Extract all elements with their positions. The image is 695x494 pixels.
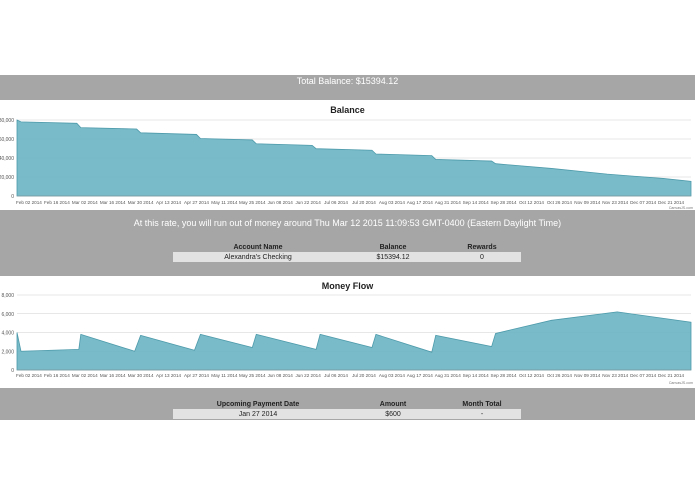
column-header-balance: Balance	[379, 244, 407, 251]
x-tick-label: Feb 02 2014	[16, 200, 42, 205]
x-tick-label: Jul 06 2014	[324, 373, 348, 378]
x-tick-label: Aug 31 2014	[435, 200, 462, 205]
y-tick-label: 2,000	[1, 349, 14, 355]
x-tick-label: Dec 21 2014	[658, 200, 684, 205]
area-series	[16, 119, 692, 197]
payments-table-header-row: Upcoming Payment Date Amount Month Total	[173, 400, 521, 409]
accounts-table: Account Name Balance Rewards Alexandra's…	[173, 243, 521, 262]
x-tick-label: Aug 03 2014	[379, 200, 406, 205]
account-balance-cell: $15394.12	[343, 252, 443, 262]
x-tick-label: May 11 2014	[211, 373, 238, 378]
y-tick-label: 20,000	[0, 175, 14, 181]
accounts-table-header-row: Account Name Balance Rewards	[173, 243, 521, 252]
y-tick-label: 0	[11, 194, 14, 200]
x-tick-label: Oct 26 2014	[547, 373, 572, 378]
x-tick-label: Mar 16 2014	[100, 200, 126, 205]
x-tick-label: Jun 22 2014	[295, 200, 321, 205]
money-flow-chart-panel: Money Flow 0 2,000 4,000 6,000 8,000 Feb 02 2…	[0, 276, 695, 388]
x-tick-label: Jun 08 2014	[268, 373, 294, 378]
x-tick-label: Dec 07 2014	[630, 200, 656, 205]
x-tick-label: Apr 13 2014	[156, 200, 181, 205]
balance-chart-panel: Balance 0 20,000 40,000 60,000 80,000 Feb 02 …	[0, 100, 695, 210]
x-tick-label: Aug 31 2014	[435, 373, 462, 378]
x-tick-label: Jun 22 2014	[295, 373, 321, 378]
x-tick-label: Apr 27 2014	[184, 200, 209, 205]
x-tick-label: Nov 23 2014	[602, 200, 628, 205]
column-header-amount: Amount	[379, 401, 407, 408]
x-tick-label: Mar 02 2014	[72, 200, 98, 205]
y-tick-label: 40,000	[0, 156, 14, 162]
chart-credit-link[interactable]: CanvasJS.com	[669, 381, 693, 385]
x-tick-label: Sep 28 2014	[491, 373, 518, 378]
x-tick-label: Sep 14 2014	[463, 200, 490, 205]
payment-month-total-cell: -	[443, 409, 521, 419]
table-row: Jan 27 2014 $600 -	[173, 409, 521, 419]
total-balance-text: Total Balance: $15394.12	[296, 76, 399, 86]
x-tick-label: Dec 21 2014	[658, 373, 684, 378]
x-tick-label: May 25 2014	[239, 373, 266, 378]
x-tick-label: Oct 12 2014	[519, 200, 544, 205]
x-tick-label: Jul 20 2014	[352, 200, 376, 205]
column-header-rewards: Rewards	[467, 244, 497, 251]
balance-chart: 0 20,000 40,000 60,000 80,000 Feb 02 2014 Feb …	[0, 118, 693, 210]
balance-chart-title: Balance	[330, 105, 365, 115]
y-tick-label: 8,000	[1, 293, 14, 299]
y-tick-label: 60,000	[0, 137, 14, 143]
projection-text: At this rate, you will run out of money …	[133, 218, 562, 228]
area-series	[16, 311, 692, 371]
x-tick-label: Jul 20 2014	[352, 373, 376, 378]
x-tick-label: Dec 07 2014	[630, 373, 656, 378]
x-tick-label: Nov 09 2014	[574, 200, 600, 205]
money-flow-chart-title: Money Flow	[321, 281, 374, 291]
x-tick-label: Oct 12 2014	[519, 373, 544, 378]
payment-date-cell: Jan 27 2014	[173, 409, 343, 419]
x-tick-label: May 11 2014	[211, 200, 238, 205]
x-tick-label: May 25 2014	[239, 200, 266, 205]
x-tick-label: Mar 30 2014	[128, 373, 154, 378]
y-tick-label: 80,000	[0, 118, 14, 124]
x-tick-label: Aug 17 2014	[407, 373, 434, 378]
column-header-month-total: Month Total	[462, 401, 502, 408]
x-tick-label: Aug 03 2014	[379, 373, 406, 378]
payment-amount-cell: $600	[343, 409, 443, 419]
y-tick-label: 0	[11, 368, 14, 374]
payments-section: Upcoming Payment Date Amount Month Total…	[0, 388, 695, 420]
projection-section: At this rate, you will run out of money …	[0, 210, 695, 276]
total-balance-banner: Total Balance: $15394.12	[0, 75, 695, 100]
chart-credit-link[interactable]: CanvasJS.com	[669, 206, 693, 210]
table-row: Alexandra's Checking $15394.12 0	[173, 252, 521, 262]
x-tick-label: Nov 09 2014	[574, 373, 600, 378]
x-tick-label: Jul 06 2014	[324, 200, 348, 205]
x-tick-label: Mar 30 2014	[128, 200, 154, 205]
column-header-payment-date: Upcoming Payment Date	[216, 401, 300, 408]
x-tick-label: Nov 23 2014	[602, 373, 628, 378]
x-tick-label: Sep 14 2014	[463, 373, 490, 378]
x-tick-label: Apr 13 2014	[156, 373, 181, 378]
x-tick-label: Oct 26 2014	[547, 200, 572, 205]
y-tick-label: 6,000	[1, 312, 14, 318]
x-tick-label: Sep 28 2014	[491, 200, 518, 205]
x-tick-label: Feb 02 2014	[16, 373, 42, 378]
x-tick-label: Feb 16 2014	[44, 200, 70, 205]
account-name-cell: Alexandra's Checking	[173, 252, 343, 262]
y-tick-label: 4,000	[1, 331, 14, 337]
column-header-account-name: Account Name	[233, 244, 283, 251]
x-tick-label: Aug 17 2014	[407, 200, 434, 205]
x-tick-label: Apr 27 2014	[184, 373, 209, 378]
account-rewards-cell: 0	[443, 252, 521, 262]
money-flow-chart: 0 2,000 4,000 6,000 8,000 Feb 02 2014 Feb 16 2…	[1, 293, 693, 385]
x-tick-label: Jun 08 2014	[268, 200, 294, 205]
x-tick-label: Mar 02 2014	[72, 373, 98, 378]
x-tick-label: Mar 16 2014	[100, 373, 126, 378]
x-tick-label: Feb 16 2014	[44, 373, 70, 378]
payments-table: Upcoming Payment Date Amount Month Total…	[173, 400, 521, 419]
